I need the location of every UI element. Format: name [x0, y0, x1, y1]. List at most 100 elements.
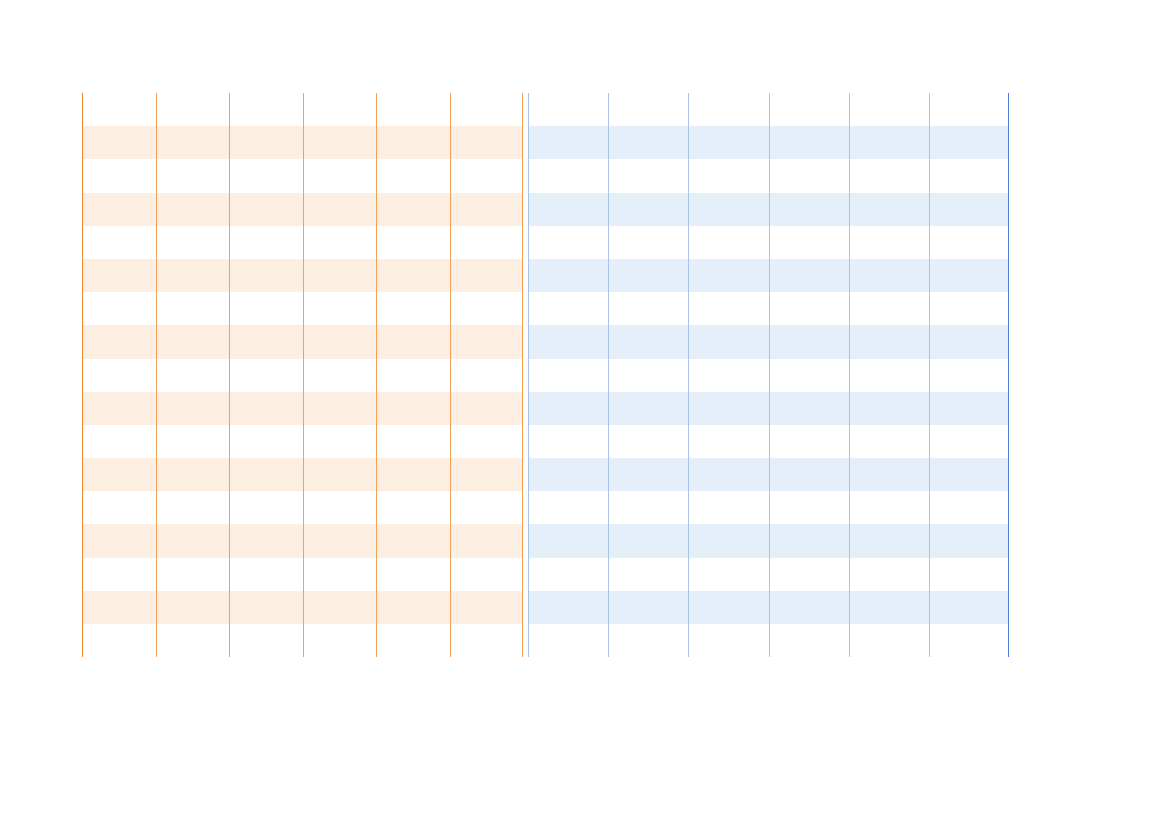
table-cell	[450, 392, 524, 425]
table-row	[528, 359, 1009, 392]
table-cell	[769, 491, 849, 524]
table-cell	[769, 193, 849, 226]
table-cell	[376, 359, 450, 392]
table-cell	[156, 159, 230, 192]
table-cell	[376, 193, 450, 226]
table-row	[82, 159, 523, 192]
table-cell	[82, 425, 156, 458]
table-cell	[849, 259, 929, 292]
table-cell	[849, 392, 929, 425]
table-cell	[608, 325, 688, 358]
table-row	[528, 93, 1009, 126]
table-cell	[82, 126, 156, 159]
table-cell	[849, 292, 929, 325]
table-cell	[303, 392, 377, 425]
table-row	[82, 524, 523, 557]
table-cell	[229, 458, 303, 491]
table-row	[528, 491, 1009, 524]
table-cell	[229, 126, 303, 159]
table-cell	[769, 392, 849, 425]
table-cell	[156, 226, 230, 259]
table-cell	[929, 425, 1009, 458]
table-cell	[229, 159, 303, 192]
table-row	[528, 226, 1009, 259]
table-row	[82, 458, 523, 491]
table-cell	[849, 159, 929, 192]
table-cell	[608, 624, 688, 657]
table-cell	[528, 259, 608, 292]
table-cell	[688, 126, 768, 159]
table-cell	[929, 226, 1009, 259]
table-cell	[929, 392, 1009, 425]
table-row	[528, 159, 1009, 192]
table-cell	[769, 425, 849, 458]
table-cell	[450, 491, 524, 524]
table-row	[82, 359, 523, 392]
table-cell	[929, 458, 1009, 491]
table-row	[528, 325, 1009, 358]
table-cell	[82, 159, 156, 192]
table-cell	[688, 524, 768, 557]
table-cell	[849, 458, 929, 491]
table-cell	[849, 591, 929, 624]
table-cell	[450, 458, 524, 491]
table-cell	[608, 259, 688, 292]
table-cell	[303, 558, 377, 591]
table-cell	[229, 524, 303, 557]
table-cell	[376, 292, 450, 325]
table-row	[528, 126, 1009, 159]
table-cell	[229, 591, 303, 624]
table-cell	[229, 292, 303, 325]
table-cell	[303, 325, 377, 358]
table-cell	[303, 292, 377, 325]
table-cell	[229, 425, 303, 458]
table-cell	[608, 193, 688, 226]
table-cell	[450, 558, 524, 591]
table-cell	[929, 93, 1009, 126]
table-cell	[688, 93, 768, 126]
table-cell	[156, 591, 230, 624]
table-cell	[303, 126, 377, 159]
table-cell	[376, 558, 450, 591]
table-row	[528, 392, 1009, 425]
table-cell	[688, 591, 768, 624]
table-cell	[769, 292, 849, 325]
table-cell	[156, 425, 230, 458]
table-cell	[929, 558, 1009, 591]
table-cell	[528, 159, 608, 192]
table-cell	[929, 491, 1009, 524]
table-row	[82, 325, 523, 358]
table-cell	[303, 491, 377, 524]
table-cell	[229, 193, 303, 226]
table-cell	[156, 558, 230, 591]
table-cell	[688, 359, 768, 392]
table-row	[82, 491, 523, 524]
table-cell	[528, 292, 608, 325]
table-cell	[156, 624, 230, 657]
table-cell	[608, 226, 688, 259]
table-cell	[303, 193, 377, 226]
table-cell	[450, 193, 524, 226]
table-cell	[849, 126, 929, 159]
table-cell	[608, 558, 688, 591]
table-cell	[156, 193, 230, 226]
table-row	[82, 226, 523, 259]
table-cell	[688, 425, 768, 458]
table-cell	[849, 325, 929, 358]
table-cell	[376, 591, 450, 624]
table-cell	[528, 458, 608, 491]
table-cell	[156, 259, 230, 292]
table-cell	[769, 226, 849, 259]
table-row	[82, 624, 523, 657]
table-cell	[82, 624, 156, 657]
canvas	[0, 0, 1170, 827]
table-cell	[528, 624, 608, 657]
table-row	[82, 425, 523, 458]
table-cell	[82, 359, 156, 392]
table-cell	[376, 392, 450, 425]
table-row	[528, 524, 1009, 557]
table-row	[82, 591, 523, 624]
table-cell	[82, 93, 156, 126]
table-cell	[82, 226, 156, 259]
table-cell	[688, 458, 768, 491]
